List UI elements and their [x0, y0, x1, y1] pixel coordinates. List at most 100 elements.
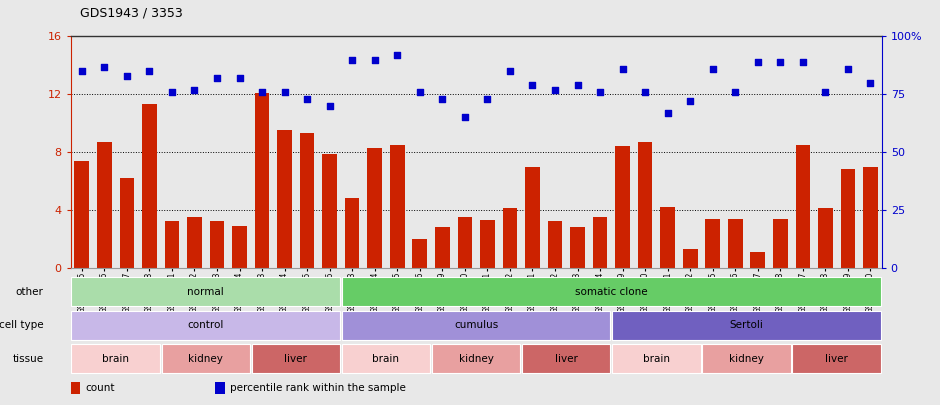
Point: [818, 89, 833, 95]
Bar: [215, 382, 225, 394]
Point: [277, 89, 292, 95]
Text: cumulus: cumulus: [454, 320, 498, 330]
Point: [74, 68, 89, 75]
Point: [232, 75, 247, 81]
Bar: [342, 277, 881, 306]
Bar: [660, 207, 675, 268]
Text: liver: liver: [825, 354, 848, 364]
Point: [142, 68, 157, 75]
Text: kidney: kidney: [459, 354, 494, 364]
Bar: [390, 145, 404, 268]
Point: [97, 63, 112, 70]
Bar: [368, 148, 382, 268]
Bar: [612, 311, 881, 340]
Point: [728, 89, 743, 95]
Point: [570, 82, 585, 88]
Text: GDS1943 / 3353: GDS1943 / 3353: [80, 6, 182, 19]
Bar: [705, 219, 720, 268]
Bar: [792, 344, 881, 373]
Point: [210, 75, 225, 81]
Bar: [300, 133, 314, 268]
Bar: [277, 130, 292, 268]
Bar: [818, 209, 833, 268]
Point: [390, 52, 405, 58]
Bar: [728, 219, 743, 268]
Point: [479, 96, 494, 102]
Bar: [142, 104, 157, 268]
Bar: [571, 227, 585, 268]
Text: percentile rank within the sample: percentile rank within the sample: [229, 383, 406, 393]
Bar: [255, 93, 270, 268]
Point: [750, 59, 765, 65]
Bar: [232, 226, 247, 268]
Bar: [773, 219, 788, 268]
Bar: [71, 277, 340, 306]
Bar: [413, 239, 427, 268]
Point: [187, 86, 202, 93]
Bar: [164, 222, 180, 268]
Point: [547, 86, 562, 93]
Point: [322, 102, 337, 109]
Text: Sertoli: Sertoli: [729, 320, 763, 330]
Bar: [119, 178, 134, 268]
Point: [660, 109, 675, 116]
Bar: [432, 344, 520, 373]
Point: [682, 98, 697, 104]
Text: liver: liver: [555, 354, 578, 364]
Bar: [750, 252, 765, 268]
Bar: [503, 209, 517, 268]
Bar: [435, 227, 449, 268]
Bar: [345, 198, 359, 268]
Text: liver: liver: [285, 354, 307, 364]
Point: [119, 72, 134, 79]
Bar: [548, 222, 562, 268]
Bar: [593, 217, 607, 268]
Point: [773, 59, 788, 65]
Bar: [863, 166, 878, 268]
Point: [592, 89, 607, 95]
Bar: [322, 153, 337, 268]
Point: [255, 89, 270, 95]
Text: cell type: cell type: [0, 320, 43, 330]
Bar: [74, 161, 89, 268]
Bar: [210, 222, 225, 268]
Point: [795, 59, 810, 65]
Bar: [480, 220, 494, 268]
Text: kidney: kidney: [188, 354, 223, 364]
Bar: [638, 142, 652, 268]
Bar: [522, 344, 610, 373]
Point: [637, 89, 652, 95]
Text: count: count: [85, 383, 115, 393]
Point: [300, 96, 315, 102]
Point: [164, 89, 180, 95]
Bar: [342, 311, 610, 340]
Point: [435, 96, 450, 102]
Bar: [458, 217, 472, 268]
Bar: [795, 145, 810, 268]
Point: [840, 66, 855, 72]
Text: tissue: tissue: [12, 354, 43, 364]
Bar: [702, 344, 791, 373]
Bar: [840, 169, 855, 268]
Bar: [97, 142, 112, 268]
Point: [502, 68, 517, 75]
Bar: [612, 344, 700, 373]
Bar: [525, 166, 540, 268]
Bar: [342, 344, 431, 373]
Point: [615, 66, 630, 72]
Text: kidney: kidney: [729, 354, 764, 364]
Bar: [682, 249, 697, 268]
Point: [413, 89, 428, 95]
Text: normal: normal: [187, 287, 224, 296]
Text: brain: brain: [643, 354, 670, 364]
Point: [705, 66, 720, 72]
Point: [525, 82, 540, 88]
Text: other: other: [16, 287, 43, 296]
Bar: [70, 382, 80, 394]
Point: [345, 56, 360, 63]
Point: [458, 114, 473, 121]
Point: [368, 56, 383, 63]
Bar: [616, 146, 630, 268]
Bar: [71, 311, 340, 340]
Point: [863, 79, 878, 86]
